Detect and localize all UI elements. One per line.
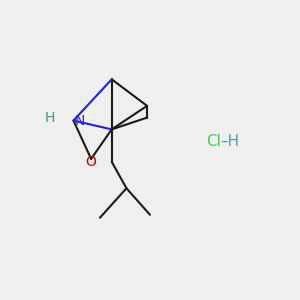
Text: N: N <box>74 114 85 128</box>
Text: –H: –H <box>221 134 240 149</box>
Text: O: O <box>86 155 97 169</box>
Text: Cl: Cl <box>206 134 221 149</box>
Text: H: H <box>45 111 55 124</box>
